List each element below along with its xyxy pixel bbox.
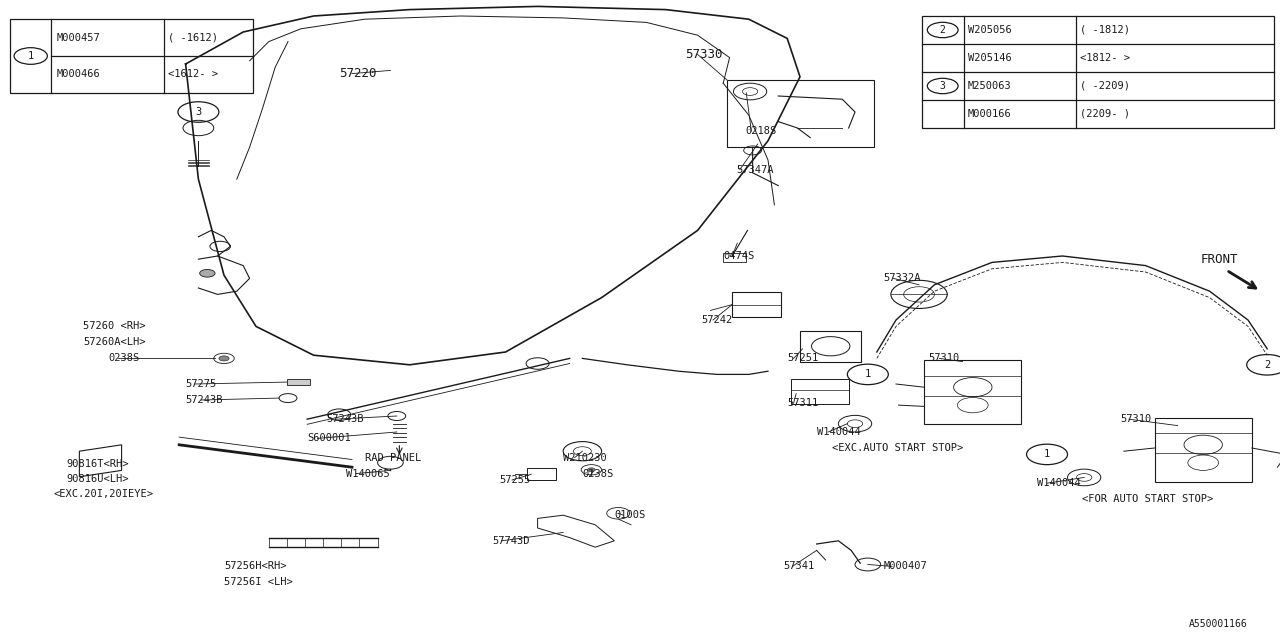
Circle shape xyxy=(219,356,229,361)
Bar xyxy=(922,16,1274,128)
Text: W205056: W205056 xyxy=(968,25,1011,35)
Text: M000466: M000466 xyxy=(56,69,100,79)
Text: 1: 1 xyxy=(1044,449,1050,460)
Bar xyxy=(287,379,310,385)
Text: 57341: 57341 xyxy=(783,561,814,572)
Text: 57256I <LH>: 57256I <LH> xyxy=(224,577,293,588)
Text: M000457: M000457 xyxy=(56,33,100,43)
Bar xyxy=(10,19,253,93)
Text: 90816U<LH>: 90816U<LH> xyxy=(67,474,129,484)
Text: FRONT: FRONT xyxy=(1201,253,1238,266)
Text: <FOR AUTO START STOP>: <FOR AUTO START STOP> xyxy=(1082,494,1213,504)
Text: 1: 1 xyxy=(28,51,33,61)
Text: 1: 1 xyxy=(865,369,870,380)
Text: 2: 2 xyxy=(940,25,946,35)
Bar xyxy=(791,379,849,404)
Text: 0238S: 0238S xyxy=(582,468,613,479)
Text: 57243B: 57243B xyxy=(186,395,223,405)
Circle shape xyxy=(588,468,595,472)
Text: 57220: 57220 xyxy=(339,67,376,80)
Text: 57251: 57251 xyxy=(787,353,818,364)
Text: M000166: M000166 xyxy=(968,109,1011,119)
Bar xyxy=(924,360,1021,424)
Text: ( -2209): ( -2209) xyxy=(1080,81,1130,91)
Text: 90816T<RH>: 90816T<RH> xyxy=(67,459,129,469)
Bar xyxy=(800,331,861,362)
Text: 57242: 57242 xyxy=(701,315,732,325)
Text: 57243B: 57243B xyxy=(326,414,364,424)
Circle shape xyxy=(200,269,215,277)
Text: A550001166: A550001166 xyxy=(1189,619,1248,629)
Text: 0218S: 0218S xyxy=(745,126,776,136)
Text: 0238S: 0238S xyxy=(109,353,140,364)
Text: <EXC.20I,20IEYE>: <EXC.20I,20IEYE> xyxy=(54,489,154,499)
Text: 57310: 57310 xyxy=(1120,414,1151,424)
Text: 57743D: 57743D xyxy=(493,536,530,546)
Text: 57310: 57310 xyxy=(928,353,959,364)
Text: <1812- >: <1812- > xyxy=(1080,53,1130,63)
Text: S600001: S600001 xyxy=(307,433,351,444)
Text: 57332A: 57332A xyxy=(883,273,920,284)
Text: 57255: 57255 xyxy=(499,475,530,485)
Text: 0474S: 0474S xyxy=(723,251,754,261)
Text: ( -1812): ( -1812) xyxy=(1080,25,1130,35)
Text: 2: 2 xyxy=(1265,360,1270,370)
Text: (2209- ): (2209- ) xyxy=(1080,109,1130,119)
Bar xyxy=(1155,418,1252,482)
Text: W140065: W140065 xyxy=(346,468,389,479)
Text: W210230: W210230 xyxy=(563,452,607,463)
Text: 3: 3 xyxy=(196,107,201,117)
Bar xyxy=(527,468,556,480)
Text: 57260 <RH>: 57260 <RH> xyxy=(83,321,146,332)
Text: M250063: M250063 xyxy=(968,81,1011,91)
Text: <EXC.AUTO START STOP>: <EXC.AUTO START STOP> xyxy=(832,443,964,453)
Text: 57275: 57275 xyxy=(186,379,216,389)
Text: M000407: M000407 xyxy=(883,561,927,572)
Text: 57260A<LH>: 57260A<LH> xyxy=(83,337,146,348)
Text: 57311: 57311 xyxy=(787,398,818,408)
Text: <1612- >: <1612- > xyxy=(168,69,218,79)
Text: 0100S: 0100S xyxy=(614,510,645,520)
Bar xyxy=(727,80,874,147)
Text: W140044: W140044 xyxy=(817,427,860,437)
Bar xyxy=(732,292,781,317)
Text: 3: 3 xyxy=(940,81,946,91)
Bar xyxy=(723,253,746,262)
Text: 57347A: 57347A xyxy=(736,164,773,175)
Text: 57330: 57330 xyxy=(685,48,722,61)
Text: W205146: W205146 xyxy=(968,53,1011,63)
Text: ( -1612): ( -1612) xyxy=(168,33,218,43)
Text: W140044: W140044 xyxy=(1037,478,1080,488)
Text: RAD PANEL: RAD PANEL xyxy=(365,452,421,463)
Text: 57256H<RH>: 57256H<RH> xyxy=(224,561,287,572)
